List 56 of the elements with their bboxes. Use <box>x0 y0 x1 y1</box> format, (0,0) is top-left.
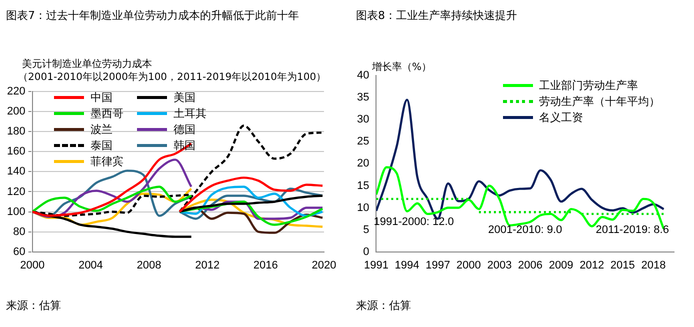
y-tick-label: 160 <box>6 146 26 158</box>
y-tick-label: 100 <box>6 206 26 218</box>
y-axis-title: 美元计制造业单位劳动力成本 <box>22 58 152 71</box>
y-tick-label: 10 <box>356 202 370 214</box>
y-tick-label: 5 <box>363 224 370 236</box>
x-tick-label: 1994 <box>394 259 420 272</box>
x-tick-label: 2008 <box>136 259 162 272</box>
x-tick-label: 2018 <box>641 259 666 272</box>
y-tick-label: 0 <box>363 246 370 258</box>
source-note: 来源：估算 <box>6 298 61 313</box>
y-tick-label: 15 <box>356 180 370 192</box>
annotation: 2001-2010: 9.0 <box>488 224 562 236</box>
legend-label: 工业部门劳动生产率 <box>539 78 638 93</box>
legend-label: 墨西哥 <box>90 106 124 121</box>
y-tick-label: 80 <box>13 226 26 238</box>
x-tick-label: 2004 <box>78 259 103 272</box>
x-tick-label: 2020 <box>312 259 336 272</box>
x-tick-label: 2000 <box>456 259 481 272</box>
x-tick-label: 1991 <box>364 259 388 272</box>
annotation: 1991-2000: 12.0 <box>374 216 454 228</box>
x-tick-label: 2003 <box>487 259 512 272</box>
chart-title: 图表7：过去十年制造业单位劳动力成本的升幅低于此前十年 <box>6 8 299 23</box>
y-tick-label: 35 <box>356 92 370 104</box>
y-tick-label: 120 <box>6 186 26 198</box>
x-tick-label: 2016 <box>253 259 278 272</box>
legend-label: 劳动生产率（十年平均） <box>539 94 660 109</box>
y-tick-label: 200 <box>6 106 26 118</box>
line-series <box>178 186 324 217</box>
legend-label: 泰国 <box>90 138 112 153</box>
annotation: 2011-2019: 8.6 <box>596 224 669 236</box>
legend-label: 名义工资 <box>539 110 583 125</box>
x-tick-label: 2006 <box>518 259 542 272</box>
source-note: 来源：估算 <box>356 298 411 313</box>
chart-subtitle: （2001-2010年以2000年为100，2011-2019年以2010年为100） <box>18 70 326 84</box>
y-tick-label: 180 <box>6 126 26 138</box>
y-axis-title: 增长率（%） <box>372 60 432 74</box>
x-tick-label: 2015 <box>610 259 635 272</box>
y-tick-label: 30 <box>356 114 370 126</box>
legend-label: 土耳其 <box>173 106 206 121</box>
legend-label: 中国 <box>90 90 112 105</box>
legend-label: 菲律宾 <box>90 154 124 169</box>
y-tick-label: 25 <box>356 136 370 148</box>
x-tick-label: 2000 <box>20 259 45 272</box>
legend-label: 德国 <box>173 122 196 137</box>
y-tick-label: 140 <box>6 166 26 178</box>
y-tick-label: 60 <box>13 246 26 258</box>
legend-label: 美国 <box>173 90 196 105</box>
y-tick-label: 220 <box>6 86 26 98</box>
y-tick-label: 20 <box>356 158 370 170</box>
y-tick-label: 40 <box>356 70 370 82</box>
chart-title: 图表8：工业生产率持续快速提升 <box>356 8 517 23</box>
x-tick-label: 1997 <box>426 259 450 272</box>
x-tick-label: 2012 <box>195 259 220 272</box>
x-tick-label: 2012 <box>580 259 604 272</box>
legend-label: 波兰 <box>90 122 112 137</box>
x-tick-label: 2009 <box>548 259 574 272</box>
